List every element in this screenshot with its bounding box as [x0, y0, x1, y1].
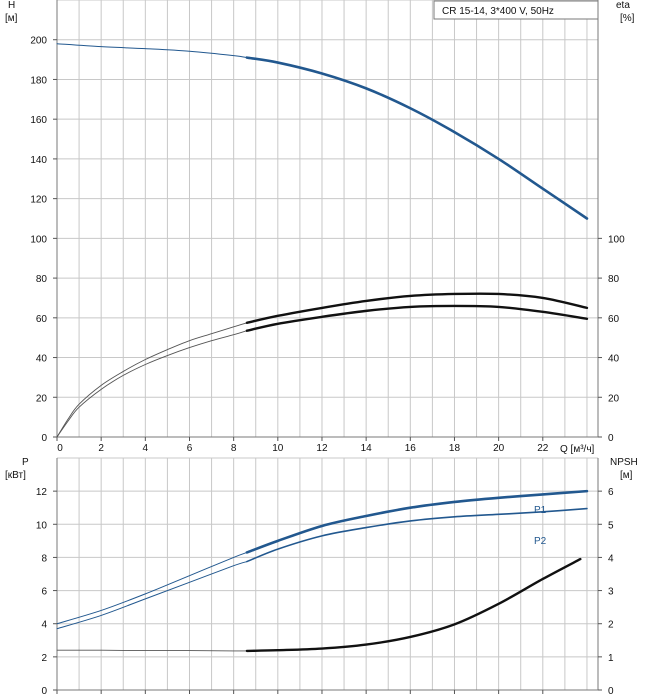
series-H-extrapolated: [56, 43, 248, 59]
top-right-tick-label: 40: [608, 354, 620, 365]
series-NPSH: [245, 557, 582, 653]
bottom-right-axis-label-line2: [м]: [620, 470, 633, 481]
top-left-tick-label: 140: [30, 155, 47, 166]
x-tick-label: 0: [57, 443, 63, 454]
x-tick-label: 10: [272, 443, 284, 454]
x-tick-label: 16: [405, 443, 417, 454]
top-left-tick-label: 40: [36, 354, 48, 365]
x-tick-label: 2: [98, 443, 104, 454]
bottom-left-tick-label: 2: [41, 653, 47, 664]
bottom-right-tick-label: 3: [608, 587, 614, 598]
top-right-axis-label-line2: [%]: [620, 13, 635, 24]
x-tick-label: 4: [143, 443, 149, 454]
series-eta-pump-extrapolated: [56, 322, 248, 438]
series-P2-extrapolated: [56, 561, 248, 630]
title-box-frame: [433, 0, 599, 20]
top-left-tick-label: 80: [36, 274, 48, 285]
bottom-left-tick-label: 6: [41, 587, 47, 598]
bottom-left-axis-label-line2: [кВт]: [5, 470, 26, 481]
top-left-tick-label: 20: [36, 393, 48, 404]
bottom-left-tick-label: 12: [36, 487, 48, 498]
top-right-axis-label-line1: eta: [616, 0, 630, 11]
top-right-tick-label: 60: [608, 314, 620, 325]
bottom-left-tick-label: 10: [36, 520, 48, 531]
bottom-left-tick-label: 0: [41, 686, 47, 697]
bottom-right-tick-label: 6: [608, 487, 614, 498]
bottom-right-tick-label: 0: [608, 686, 614, 697]
top-right-tick-label: 80: [608, 274, 620, 285]
series-P1-extrapolated: [56, 551, 248, 625]
series-eta-total-extrapolated: [56, 330, 248, 438]
bottom-right-tick-label: 5: [608, 520, 614, 531]
series-P2: [246, 507, 588, 563]
grid-layer: [57, 0, 598, 690]
top-left-tick-label: 0: [41, 433, 47, 444]
series-label-p1: P1: [534, 505, 547, 516]
series-NPSH-extrapolated: [56, 649, 248, 652]
bottom-left-axis-label-line1: P: [22, 457, 29, 468]
bottom-right-tick-label: 1: [608, 653, 614, 664]
x-axis-label: Q [м³/ч]: [560, 444, 595, 455]
top-left-tick-label: 160: [30, 115, 47, 126]
bottom-left-tick-label: 4: [41, 620, 47, 631]
top-left-tick-label: 60: [36, 314, 48, 325]
bottom-left-tick-label: 8: [41, 553, 47, 564]
top-left-tick-label: 180: [30, 75, 47, 86]
top-right-tick-label: 0: [608, 433, 614, 444]
frame-layer: [56, 0, 599, 691]
series-eta-total: [245, 304, 589, 332]
title-box: CR 15-14, 3*400 V, 50Hz: [433, 0, 599, 20]
x-tick-label: 12: [316, 443, 328, 454]
x-tick-label: 18: [449, 443, 461, 454]
top-left-tick-label: 120: [30, 195, 47, 206]
top-left-axis-label-line2: [м]: [5, 13, 18, 24]
top-left-axis-label-line1: H: [8, 0, 15, 11]
top-right-tick-label: 100: [608, 234, 625, 245]
x-tick-label: 22: [537, 443, 549, 454]
bottom-right-tick-label: 4: [608, 553, 614, 564]
x-tick-label: 6: [187, 443, 193, 454]
series-eta-pump: [245, 292, 589, 324]
top-left-tick-label: 100: [30, 234, 47, 245]
series-layer: [56, 43, 589, 653]
series-label-p2: P2: [534, 536, 547, 547]
x-tick-label: 20: [493, 443, 505, 454]
top-right-tick-label: 20: [608, 393, 620, 404]
series-H: [245, 56, 589, 220]
top-left-tick-label: 200: [30, 36, 47, 47]
chart-title: CR 15-14, 3*400 V, 50Hz: [442, 6, 554, 17]
tick-layer: 0204060801001201401601802000204060801000…: [30, 36, 625, 697]
series-P1: [245, 489, 589, 554]
x-tick-label: 14: [361, 443, 373, 454]
bottom-right-axis-label-line1: NPSH: [610, 457, 638, 468]
x-tick-label: 8: [231, 443, 237, 454]
bottom-right-tick-label: 2: [608, 620, 614, 631]
